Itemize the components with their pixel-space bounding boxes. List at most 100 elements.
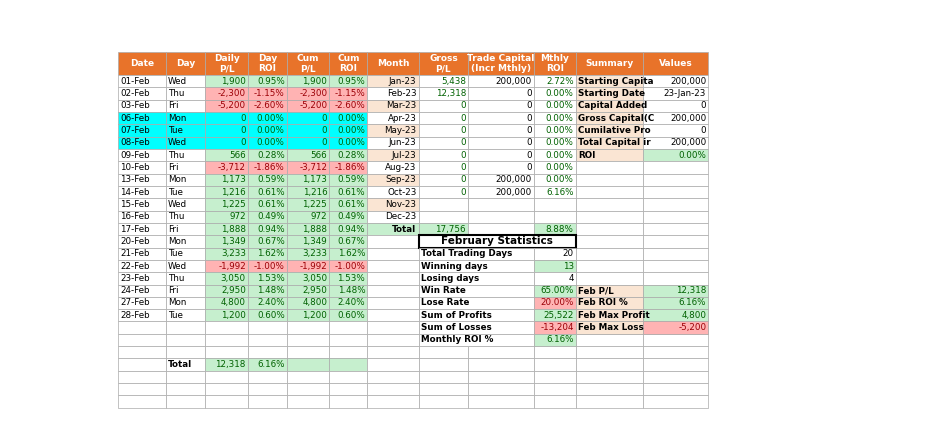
Bar bbox=[206, 112, 248, 124]
Text: 0: 0 bbox=[701, 101, 706, 110]
Text: 0: 0 bbox=[460, 163, 466, 172]
Text: -5,200: -5,200 bbox=[218, 101, 246, 110]
Bar bbox=[534, 260, 576, 272]
Bar bbox=[287, 124, 329, 137]
Text: 972: 972 bbox=[310, 212, 327, 221]
Bar bbox=[166, 162, 206, 174]
Text: 1,900: 1,900 bbox=[221, 77, 246, 86]
Bar bbox=[118, 346, 166, 359]
Bar bbox=[468, 334, 534, 346]
Bar bbox=[576, 309, 642, 321]
Text: 22-Feb: 22-Feb bbox=[120, 262, 150, 271]
Bar bbox=[642, 75, 708, 87]
Bar bbox=[206, 260, 248, 272]
Text: Feb P/L: Feb P/L bbox=[578, 286, 614, 295]
Bar bbox=[642, 124, 708, 137]
Text: 0.49%: 0.49% bbox=[338, 212, 365, 221]
Text: Feb ROI %: Feb ROI % bbox=[578, 298, 628, 307]
Bar bbox=[206, 52, 248, 75]
Bar bbox=[248, 100, 287, 112]
Bar bbox=[248, 52, 287, 75]
Bar bbox=[118, 235, 166, 248]
Text: 1.53%: 1.53% bbox=[338, 274, 365, 283]
Bar bbox=[642, 321, 708, 334]
Bar bbox=[329, 334, 368, 346]
Bar bbox=[166, 112, 206, 124]
Bar bbox=[248, 124, 287, 137]
Bar bbox=[248, 346, 287, 359]
Text: 25,522: 25,522 bbox=[543, 311, 573, 320]
Bar bbox=[642, 235, 708, 248]
Bar bbox=[468, 149, 534, 162]
Text: 1,173: 1,173 bbox=[221, 175, 246, 184]
Text: Day: Day bbox=[176, 59, 195, 68]
Text: 2.40%: 2.40% bbox=[338, 298, 365, 307]
Text: 1,173: 1,173 bbox=[303, 175, 327, 184]
Bar bbox=[248, 174, 287, 186]
Bar bbox=[576, 210, 642, 223]
Bar bbox=[576, 309, 642, 321]
Bar bbox=[248, 210, 287, 223]
Text: -1.86%: -1.86% bbox=[335, 163, 365, 172]
Bar bbox=[368, 383, 419, 395]
Bar bbox=[118, 309, 166, 321]
Bar bbox=[534, 334, 576, 346]
Bar bbox=[118, 334, 166, 346]
Bar bbox=[419, 235, 468, 248]
Bar bbox=[419, 248, 534, 260]
Bar bbox=[248, 260, 287, 272]
Text: -2.60%: -2.60% bbox=[254, 101, 285, 110]
Bar bbox=[419, 248, 468, 260]
Bar bbox=[287, 112, 329, 124]
Text: 0.00%: 0.00% bbox=[546, 101, 573, 110]
Text: 0.61%: 0.61% bbox=[257, 187, 285, 197]
Bar bbox=[468, 321, 534, 334]
Bar bbox=[287, 75, 329, 87]
Text: 0.00%: 0.00% bbox=[546, 114, 573, 123]
Bar bbox=[576, 321, 642, 334]
Bar bbox=[642, 223, 708, 235]
Bar bbox=[206, 186, 248, 198]
Bar bbox=[287, 334, 329, 346]
Bar bbox=[642, 52, 708, 75]
Bar bbox=[642, 371, 708, 383]
Bar bbox=[534, 284, 576, 297]
Text: Mon: Mon bbox=[168, 175, 187, 184]
Bar bbox=[248, 297, 287, 309]
Bar bbox=[468, 87, 534, 100]
Bar bbox=[329, 223, 368, 235]
Bar bbox=[166, 210, 206, 223]
Bar bbox=[419, 124, 468, 137]
Bar bbox=[576, 248, 642, 260]
Bar bbox=[287, 223, 329, 235]
Text: -1,992: -1,992 bbox=[300, 262, 327, 271]
Bar bbox=[248, 112, 287, 124]
Text: Tue: Tue bbox=[168, 187, 183, 197]
Bar bbox=[368, 186, 419, 198]
Text: 0.00%: 0.00% bbox=[546, 163, 573, 172]
Bar bbox=[287, 272, 329, 284]
Bar bbox=[642, 186, 708, 198]
Text: 0.94%: 0.94% bbox=[257, 225, 285, 233]
Text: 65.00%: 65.00% bbox=[540, 286, 573, 295]
Text: Losing days: Losing days bbox=[421, 274, 479, 283]
Bar bbox=[329, 371, 368, 383]
Text: 0.28%: 0.28% bbox=[256, 151, 285, 160]
Bar bbox=[206, 137, 248, 149]
Bar bbox=[206, 284, 248, 297]
Text: 03-Feb: 03-Feb bbox=[120, 101, 150, 110]
Bar bbox=[576, 334, 642, 346]
Text: Dec-23: Dec-23 bbox=[385, 212, 417, 221]
Bar bbox=[576, 149, 642, 162]
Bar bbox=[468, 162, 534, 174]
Bar bbox=[534, 223, 576, 235]
Text: Gross
P/L: Gross P/L bbox=[429, 54, 457, 73]
Bar bbox=[419, 210, 468, 223]
Bar bbox=[118, 272, 166, 284]
Bar bbox=[329, 284, 368, 297]
Text: 0.00%: 0.00% bbox=[338, 126, 365, 135]
Text: Starting Date: Starting Date bbox=[578, 89, 645, 98]
Bar bbox=[534, 297, 576, 309]
Text: 5,438: 5,438 bbox=[441, 77, 466, 86]
Bar bbox=[118, 383, 166, 395]
